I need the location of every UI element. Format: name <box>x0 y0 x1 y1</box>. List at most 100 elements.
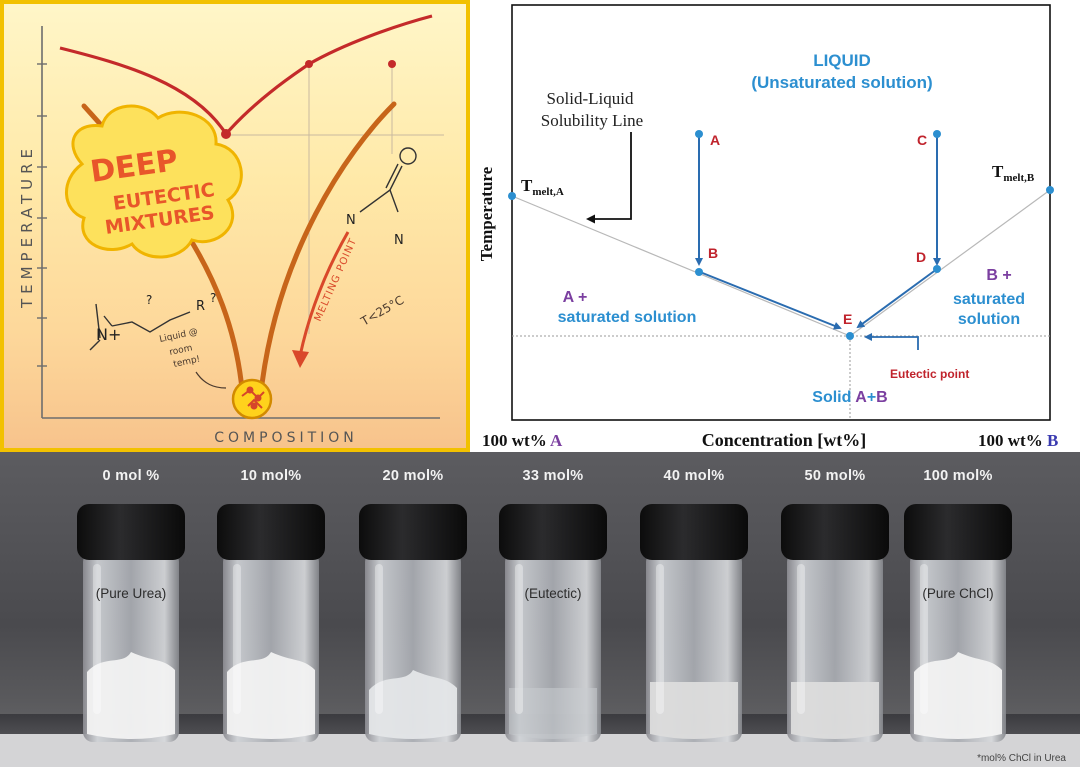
vial-cap <box>359 504 467 560</box>
vial-footnote: *mol% ChCl in Urea <box>977 753 1066 764</box>
tmelt-a-label: Tmelt,A <box>521 176 564 198</box>
vial-highlight <box>797 564 805 714</box>
region-a-plus: A + <box>563 289 588 306</box>
vial-concentration-label: 20 mol% <box>382 468 444 484</box>
vial-concentration-label: 100 mol% <box>923 468 993 484</box>
liquidus-line-a <box>511 195 851 337</box>
liquid-title: LIQUID <box>813 51 871 70</box>
eutectic-blob <box>231 378 273 420</box>
point-b-label: B <box>708 245 718 261</box>
point-tmelt-a <box>508 192 516 200</box>
liquid-subtitle: (Unsaturated solution) <box>751 73 932 92</box>
vial <box>781 504 889 742</box>
temperature-annotation: T<25°C <box>358 293 407 329</box>
vial-cap <box>499 504 607 560</box>
molecule-r: R <box>196 299 205 314</box>
vial-contents <box>509 688 597 739</box>
path-d-e <box>856 268 938 329</box>
region-b-saturated: saturated <box>953 291 1025 308</box>
melting-point-arrow-head <box>292 350 309 368</box>
melting-point-label: MELTING POINT <box>313 236 360 323</box>
vial-concentration-label: 33 mol% <box>522 468 584 484</box>
vial-concentration-label: 50 mol% <box>804 468 866 484</box>
vial-concentration-label: 0 mol % <box>102 468 160 484</box>
vial-contents <box>914 652 1002 739</box>
molecule-question-left: ? <box>146 293 152 307</box>
vial-concentration-label: 10 mol% <box>240 468 302 484</box>
phase-diagram-canvas: A B C D E LIQUID (Unsaturated solution) … <box>477 4 1058 450</box>
vial <box>640 504 748 742</box>
liquid-room-temp-line2: room <box>169 343 194 358</box>
cartoon-y-ticks <box>37 63 47 367</box>
eutectic-molecule-icon <box>241 386 265 410</box>
vial-tag-label: (Pure Urea) <box>95 586 167 601</box>
x-right-end-label: 100 wt% B <box>978 431 1058 450</box>
point-a <box>695 130 703 138</box>
vial <box>77 504 185 742</box>
vial-tag-label: (Pure ChCl) <box>922 586 994 601</box>
vial-concentration-label: 40 mol% <box>663 468 725 484</box>
eutectic-callout-arrow <box>864 333 919 350</box>
phase-diagram: A B C D E LIQUID (Unsaturated solution) … <box>470 0 1080 452</box>
liquidus-line-b <box>849 189 1051 337</box>
vial-highlight <box>656 564 664 714</box>
solubility-callout-arrow <box>586 132 632 224</box>
cartoon-x-axis-label: COMPOSITION <box>214 430 358 446</box>
vial-contents <box>87 652 175 739</box>
molecule-n-plus: N+ <box>96 325 121 344</box>
solubility-callout-line2: Solubility Line <box>541 111 643 130</box>
vial-photo-canvas <box>0 504 1080 767</box>
x-left-end-label: 100 wt% A <box>482 431 563 450</box>
deep-eutectic-cartoon: MELTING POINT T<25°C Liquid @ room temp!… <box>0 0 470 452</box>
region-a-saturated: saturated solution <box>558 309 697 326</box>
phase-diagram-frame <box>511 4 1051 421</box>
urea-molecule-icon <box>359 147 417 213</box>
point-d <box>933 265 941 273</box>
solubility-callout-line1: Solid-Liquid <box>547 89 634 108</box>
vial-highlight <box>93 564 101 714</box>
vial-cap <box>77 504 185 560</box>
urea-n-left: N <box>346 213 356 228</box>
phase-y-axis-label: Temperature <box>477 166 496 261</box>
region-b-plus: B + <box>986 267 1011 284</box>
urea-n-right: N <box>394 233 404 248</box>
point-b <box>695 268 703 276</box>
region-b-solution: solution <box>958 311 1020 328</box>
vial <box>217 504 325 742</box>
liquid-room-temp-line1: Liquid @ <box>159 327 199 345</box>
vial-highlight <box>233 564 241 714</box>
cartoon-y-axis-label: TEMPERATURE <box>18 144 36 309</box>
vial-cap <box>781 504 889 560</box>
tmelt-b-label: Tmelt,B <box>992 162 1035 184</box>
vial <box>359 504 467 742</box>
point-a-label: A <box>710 132 720 148</box>
vial-contents <box>227 652 315 739</box>
path-b-e <box>699 271 842 330</box>
molecule-question-right: ? <box>210 291 216 305</box>
liquid-room-temp-line3: temp! <box>173 355 202 370</box>
badge-cloud <box>65 104 243 259</box>
ideal-melting-curve <box>59 14 433 137</box>
point-d-label: D <box>916 249 926 265</box>
vial-photo: 0 mol % (Pure Urea) 10 mol% 20 mol% 33 mol% (… <box>0 452 1080 767</box>
point-c <box>933 130 941 138</box>
vial-row <box>77 504 1012 742</box>
vial-highlight <box>375 564 383 714</box>
ideal-eutectic-dot <box>221 129 231 139</box>
liquid-pointer <box>195 371 227 389</box>
vial-cap <box>640 504 748 560</box>
vial-cap <box>217 504 325 560</box>
point-c-label: C <box>917 132 927 148</box>
eutectic-point-label: Eutectic point <box>890 367 969 381</box>
vial-contents <box>791 682 879 739</box>
point-tmelt-b <box>1046 186 1054 194</box>
solid-a-b-label: Solid A+B <box>812 389 887 406</box>
vial-contents <box>650 682 738 739</box>
cartoon-canvas: MELTING POINT T<25°C Liquid @ room temp!… <box>18 14 444 446</box>
point-e-label: E <box>843 311 852 327</box>
curve-dot <box>305 60 313 68</box>
vial <box>904 504 1012 742</box>
phase-x-axis-label: Concentration [wt%] <box>702 430 866 450</box>
vial-tag-label: (Eutectic) <box>524 586 582 601</box>
vial <box>499 504 607 742</box>
